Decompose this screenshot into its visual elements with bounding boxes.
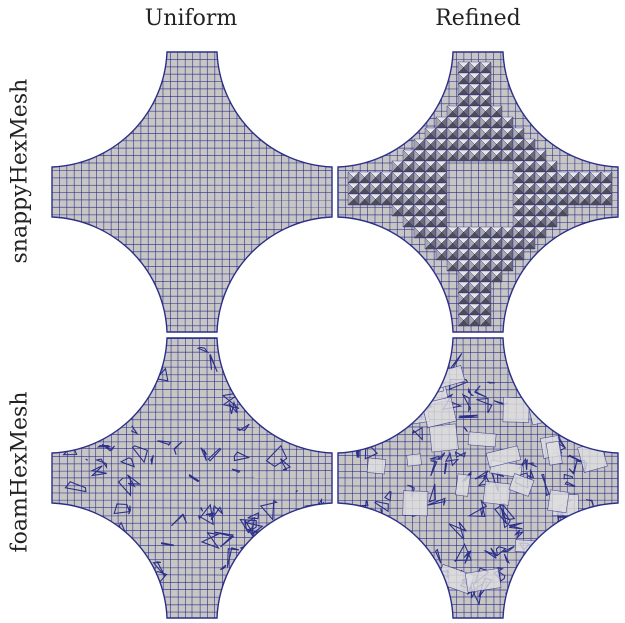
- row-title-foamhexmesh: foamHexMesh: [8, 403, 33, 553]
- mesh-panel-snappy-uniform: [47, 47, 337, 337]
- row-title-snappyhexmesh: snappyHexMesh: [8, 114, 33, 264]
- mesh-panel-foam-uniform: [47, 333, 337, 623]
- mesh-panel-snappy-refined: [333, 47, 623, 337]
- column-title-uniform: Uniform: [91, 6, 291, 31]
- mesh-panel-foam-refined: [333, 333, 623, 623]
- column-title-refined: Refined: [378, 6, 578, 31]
